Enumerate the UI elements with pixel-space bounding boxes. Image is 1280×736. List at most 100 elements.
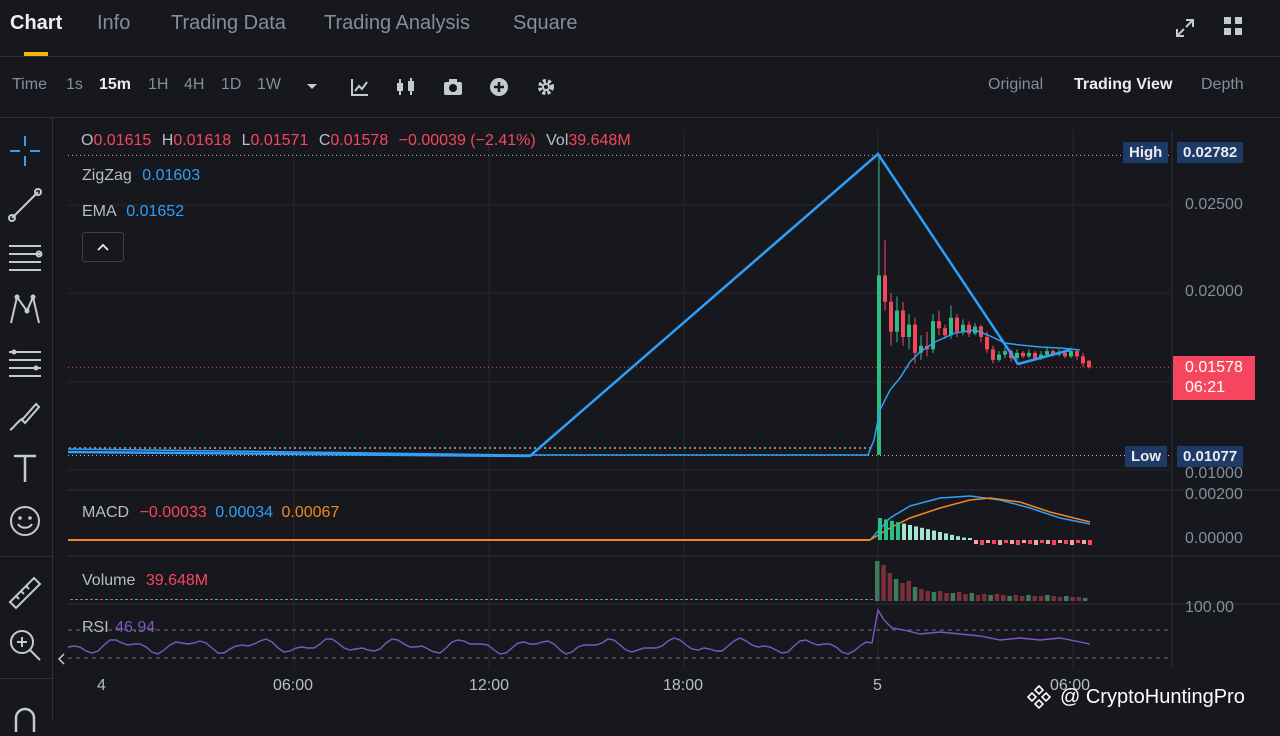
tab-info[interactable]: Info bbox=[97, 12, 131, 34]
volume-bar bbox=[1057, 597, 1063, 601]
volume-bar bbox=[335, 599, 338, 600]
volume-bar bbox=[835, 599, 838, 600]
volume-bar bbox=[515, 599, 518, 600]
interval-15m[interactable]: 15m bbox=[99, 76, 132, 93]
volume-bar bbox=[994, 594, 1000, 601]
candle-type-icon[interactable] bbox=[395, 77, 417, 97]
rsi-value: 46.94 bbox=[115, 619, 156, 636]
emoji-icon[interactable] bbox=[6, 502, 44, 540]
volume-bar bbox=[285, 599, 288, 600]
macd-histogram-bar bbox=[1082, 540, 1086, 544]
tab-chart[interactable]: Chart bbox=[10, 12, 63, 34]
low-value: 0.01571 bbox=[250, 132, 309, 149]
volume-bar bbox=[969, 593, 974, 601]
crosshair-icon[interactable] bbox=[6, 132, 44, 170]
magnet-icon[interactable] bbox=[6, 698, 44, 736]
rsi-legend[interactable]: RSI 46.94 bbox=[82, 619, 155, 637]
volume-bar bbox=[405, 599, 408, 600]
text-tool-icon[interactable] bbox=[6, 450, 44, 488]
horizontal-lines-icon[interactable] bbox=[6, 238, 44, 276]
volume-bar bbox=[600, 599, 603, 600]
tab-trading-data[interactable]: Trading Data bbox=[171, 12, 286, 34]
top-nav: Chart Info Trading Data Trading Analysis… bbox=[0, 0, 1280, 57]
interval-1s[interactable]: 1s bbox=[66, 76, 83, 93]
indicator-icon[interactable] bbox=[350, 77, 370, 97]
zoom-in-icon[interactable] bbox=[6, 626, 44, 664]
volume-bar bbox=[1019, 596, 1025, 601]
layout-grid-icon[interactable] bbox=[1222, 15, 1244, 37]
settings-gear-icon[interactable] bbox=[536, 77, 556, 97]
collapse-legend-button[interactable] bbox=[82, 232, 124, 262]
candle-body bbox=[1033, 352, 1037, 359]
volume-bar bbox=[495, 599, 498, 600]
fib-levels-icon[interactable] bbox=[6, 344, 44, 382]
volume-bar bbox=[875, 561, 880, 601]
volume-bar bbox=[470, 599, 473, 600]
volume-bar bbox=[740, 599, 743, 600]
macd-histogram-bar bbox=[884, 519, 888, 540]
pattern-icon[interactable] bbox=[6, 290, 44, 328]
watermark-text: @ CryptoHuntingPro bbox=[1060, 685, 1245, 708]
volume-bar bbox=[190, 599, 193, 600]
volume-bar bbox=[956, 592, 962, 601]
interval-1w[interactable]: 1W bbox=[257, 76, 281, 93]
volume-bar bbox=[295, 599, 298, 600]
brush-icon[interactable] bbox=[6, 398, 44, 436]
volume-bar bbox=[320, 599, 323, 600]
volume-bar bbox=[705, 599, 708, 600]
volume-bar bbox=[95, 599, 98, 600]
price-chart[interactable] bbox=[52, 118, 1280, 720]
volume-bar bbox=[620, 599, 623, 600]
collapse-sidebar-icon[interactable] bbox=[56, 652, 66, 666]
candle-body bbox=[913, 324, 917, 353]
volume-bar bbox=[155, 599, 158, 600]
trend-line-icon[interactable] bbox=[6, 186, 44, 224]
volume-bar bbox=[1038, 596, 1044, 601]
volume-bar bbox=[85, 599, 88, 600]
volume-bar bbox=[530, 599, 533, 600]
volume-bar bbox=[755, 599, 758, 600]
volume-bar bbox=[615, 599, 618, 600]
macd-legend[interactable]: MACD −0.00033 0.00034 0.00067 bbox=[82, 504, 339, 522]
ema-legend[interactable]: EMA 0.01652 bbox=[82, 203, 184, 221]
volume-bar bbox=[750, 599, 753, 600]
ruler-icon[interactable] bbox=[6, 574, 44, 612]
view-trading-view[interactable]: Trading View bbox=[1074, 76, 1173, 93]
volume-bar bbox=[340, 599, 343, 600]
high-value: 0.01618 bbox=[173, 132, 232, 149]
volume-bar bbox=[690, 599, 693, 600]
volume-bar bbox=[255, 599, 258, 600]
candle-body bbox=[1027, 352, 1031, 357]
macd-histogram-bar bbox=[1064, 540, 1068, 544]
volume-bar bbox=[330, 599, 333, 600]
interval-1h[interactable]: 1H bbox=[148, 76, 169, 93]
volume-bar bbox=[270, 599, 273, 600]
interval-4h[interactable]: 4H bbox=[184, 76, 205, 93]
macd-histogram-bar bbox=[1088, 540, 1092, 545]
expand-icon[interactable] bbox=[1174, 17, 1196, 39]
camera-icon[interactable] bbox=[443, 78, 463, 96]
zigzag-legend[interactable]: ZigZag 0.01603 bbox=[82, 167, 200, 185]
volume-bar bbox=[881, 565, 886, 601]
volume-bar bbox=[525, 599, 528, 600]
volume-bar bbox=[195, 599, 198, 600]
volume-bar bbox=[845, 599, 848, 600]
interval-dropdown-icon[interactable] bbox=[306, 83, 318, 91]
view-original[interactable]: Original bbox=[988, 76, 1044, 93]
volume-bar bbox=[145, 599, 148, 600]
volume-bar bbox=[110, 599, 113, 600]
volume-bar bbox=[350, 599, 353, 600]
candle-body bbox=[1045, 351, 1049, 355]
current-price-value: 0.01578 bbox=[1185, 359, 1243, 376]
drawing-tools-sidebar bbox=[0, 118, 53, 732]
volume-bar bbox=[1070, 597, 1075, 601]
view-depth[interactable]: Depth bbox=[1201, 76, 1244, 93]
volume-legend[interactable]: Volume 39.648M bbox=[82, 572, 208, 590]
add-icon[interactable] bbox=[489, 77, 509, 97]
volume-bar bbox=[120, 599, 123, 600]
volume-bar bbox=[290, 599, 293, 600]
interval-1d[interactable]: 1D bbox=[221, 76, 242, 93]
tab-square[interactable]: Square bbox=[513, 12, 578, 34]
tab-trading-analysis[interactable]: Trading Analysis bbox=[324, 12, 470, 34]
volume-bar bbox=[982, 594, 987, 601]
